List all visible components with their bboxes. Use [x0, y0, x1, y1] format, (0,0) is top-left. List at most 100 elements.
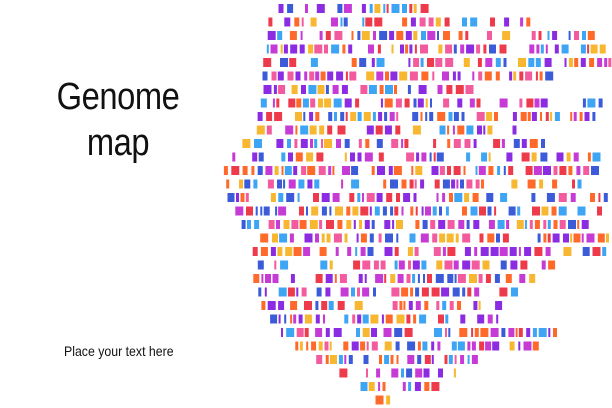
genome-band	[301, 166, 307, 175]
genome-band	[278, 193, 284, 202]
genome-band	[471, 260, 480, 270]
genome-band	[445, 314, 449, 324]
genome-band	[451, 341, 457, 351]
genome-band	[266, 125, 272, 135]
genome-band	[474, 247, 478, 256]
genome-band	[306, 152, 314, 162]
genome-band	[359, 220, 362, 229]
genome-band	[422, 341, 428, 351]
genome-band	[489, 44, 496, 54]
genome-band	[323, 314, 325, 324]
genome-band	[570, 233, 573, 243]
genome-band	[431, 287, 440, 297]
genome-band	[424, 355, 431, 364]
genome-band	[365, 139, 370, 148]
genome-band	[466, 152, 471, 162]
genome-band	[430, 220, 436, 229]
genome-band	[529, 139, 538, 148]
genome-band	[462, 287, 466, 297]
genome-band	[421, 206, 424, 216]
genome-band	[382, 382, 386, 391]
genome-band	[293, 314, 297, 324]
genome-band	[257, 166, 263, 175]
genome-band	[402, 4, 407, 13]
genome-band	[421, 152, 427, 162]
genome-band	[294, 139, 298, 148]
genome-band	[499, 44, 507, 54]
genome-band	[396, 314, 405, 324]
genome-band	[404, 139, 409, 148]
genome-band	[391, 44, 394, 54]
genome-band	[545, 112, 549, 121]
genome-band	[406, 368, 413, 378]
genome-band	[511, 179, 518, 189]
genome-band	[362, 314, 369, 324]
genome-band	[460, 314, 466, 324]
genome-band	[559, 220, 566, 229]
genome-band	[272, 98, 275, 108]
genome-band	[438, 44, 443, 54]
genome-band	[361, 31, 370, 40]
genome-band	[473, 301, 478, 310]
genome-band	[462, 206, 467, 216]
genome-band	[454, 193, 463, 202]
genome-band	[470, 17, 478, 27]
genome-band	[430, 98, 432, 108]
genome-band	[301, 17, 304, 27]
genome-band	[433, 247, 441, 256]
genome-band	[509, 247, 517, 256]
genome-band	[304, 314, 312, 324]
genome-band	[540, 98, 548, 108]
genome-band	[396, 233, 399, 243]
genome-band	[317, 85, 325, 94]
genome-band	[345, 112, 348, 121]
genome-band	[421, 287, 429, 297]
genome-band	[457, 98, 463, 108]
genome-band	[495, 58, 501, 67]
genome-band	[300, 31, 303, 40]
genome-band	[449, 193, 453, 202]
genome-band	[437, 341, 441, 351]
genome-band	[412, 260, 420, 270]
genome-band	[369, 4, 373, 13]
genome-band	[334, 274, 337, 283]
genome-band	[402, 382, 406, 391]
genome-band	[477, 125, 482, 135]
genome-band	[513, 71, 517, 81]
genome-band	[474, 328, 479, 337]
genome-band	[437, 85, 443, 94]
genome-band	[545, 44, 548, 54]
genome-band	[333, 98, 342, 108]
genome-band	[436, 152, 444, 162]
genome-band	[320, 260, 328, 270]
genome-band	[427, 58, 434, 67]
genome-band	[325, 274, 333, 283]
genome-band	[494, 274, 500, 283]
genome-band	[503, 58, 507, 67]
genome-band	[473, 139, 477, 148]
genome-band	[582, 247, 590, 256]
genome-band	[253, 179, 258, 189]
genome-band	[445, 44, 453, 54]
genome-band	[536, 44, 540, 54]
genome-band	[376, 368, 381, 378]
genome-band	[359, 58, 367, 67]
genome-band	[472, 193, 479, 202]
genome-band	[273, 85, 277, 94]
genome-band	[315, 314, 320, 324]
genome-band	[414, 247, 419, 256]
genome-band	[362, 260, 371, 270]
genome-band	[421, 31, 426, 40]
genome-band	[336, 71, 344, 81]
genome-band	[415, 206, 418, 216]
genome-band	[296, 328, 304, 337]
genome-band	[351, 179, 360, 189]
genome-band	[411, 166, 414, 175]
genome-band	[344, 314, 349, 324]
genome-band	[335, 247, 339, 256]
genome-band	[383, 328, 392, 337]
genome-band	[577, 179, 582, 189]
genome-band	[324, 139, 332, 148]
genome-band	[563, 233, 569, 243]
genome-band	[331, 17, 338, 27]
